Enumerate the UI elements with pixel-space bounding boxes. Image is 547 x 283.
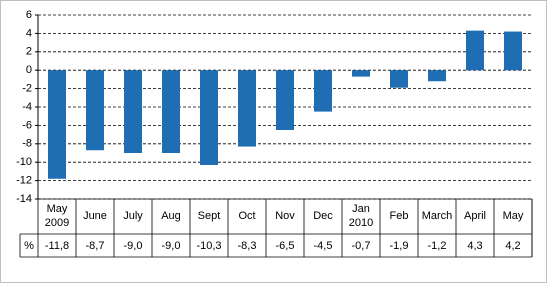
bar (86, 70, 104, 151)
bar (124, 70, 142, 153)
bar (48, 70, 66, 179)
value-label: 4,3 (467, 240, 482, 252)
bar (200, 70, 218, 165)
value-label: -1,9 (390, 240, 409, 252)
y-tick-label: 2 (26, 46, 32, 58)
y-tick-label: 4 (26, 27, 32, 39)
y-tick-label: -2 (22, 83, 32, 95)
x-tick-label: Dec (313, 210, 333, 222)
value-label: -6,5 (276, 240, 295, 252)
x-tick-label: Aug (161, 210, 181, 222)
y-tick-label: -10 (16, 156, 32, 168)
table-row-label: % (24, 240, 34, 252)
x-tick-label: July (123, 210, 143, 222)
x-tick-label: Sept (198, 210, 221, 222)
value-label: -10,3 (196, 240, 221, 252)
x-tick-label: May 2009 (45, 203, 69, 229)
x-tick-label: Oct (238, 210, 255, 222)
value-label: -9,0 (162, 240, 181, 252)
bar (314, 70, 332, 112)
value-label: -4,5 (314, 240, 333, 252)
x-tick-label: May (503, 210, 524, 222)
x-tick-label: Feb (390, 210, 409, 222)
x-tick-label: June (83, 210, 107, 222)
x-tick-label: Nov (275, 210, 295, 222)
y-tick-label: 0 (26, 64, 32, 76)
y-tick-label: 6 (26, 9, 32, 21)
y-tick-label: -12 (16, 175, 32, 187)
bar (428, 70, 446, 82)
y-tick-label: -14 (16, 193, 32, 205)
value-label: -8,3 (238, 240, 257, 252)
value-label: -0,7 (352, 240, 371, 252)
value-label: -11,8 (45, 240, 69, 252)
bar (238, 70, 256, 147)
value-label: -8,7 (86, 240, 105, 252)
y-tick-label: -8 (22, 138, 32, 150)
bar (504, 31, 522, 71)
bar (162, 70, 180, 153)
value-label: -9,0 (124, 240, 143, 252)
bar (466, 30, 484, 71)
y-tick-label: -4 (22, 101, 32, 113)
x-tick-label: April (464, 210, 486, 222)
value-label: 4,2 (505, 240, 520, 252)
y-tick-label: -6 (22, 119, 32, 131)
value-label: -1,2 (428, 240, 447, 252)
x-tick-label: Jan 2010 (349, 203, 373, 229)
x-tick-label: March (422, 210, 453, 222)
bar (352, 70, 370, 77)
bar (390, 70, 408, 88)
bar (276, 70, 294, 130)
